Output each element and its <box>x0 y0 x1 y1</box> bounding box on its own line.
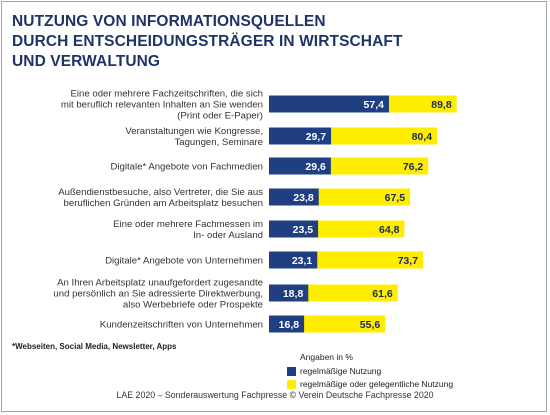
value-label-occasional: 67,5 <box>385 192 406 204</box>
category-label: also Werbebriefe oder Prospekte <box>123 300 263 311</box>
legend-title: Angaben in % <box>300 352 353 362</box>
value-label-regular: 23,8 <box>293 192 314 204</box>
bar-chart: Eine oder mehrere Fachzeitschriften, die… <box>53 88 457 333</box>
value-label-occasional: 64,8 <box>379 224 400 236</box>
category-label: Digitale* Angebote von Fachmedien <box>110 162 263 173</box>
legend-swatch-occasional <box>287 380 296 389</box>
legend-swatch-regular <box>287 367 296 376</box>
bar-regular <box>269 188 319 206</box>
value-label-regular: 57,4 <box>364 99 385 111</box>
value-label-occasional: 61,6 <box>372 288 393 300</box>
category-label: Tagungen, Seminare <box>174 137 263 148</box>
value-label-regular: 18,8 <box>283 288 304 300</box>
value-label-regular: 29,6 <box>305 161 326 173</box>
value-label-occasional: 76,2 <box>403 161 424 173</box>
category-label: An Ihren Arbeitsplatz unaufgefordert zug… <box>57 277 263 288</box>
category-label: Veranstaltungen wie Kongresse, <box>125 126 263 137</box>
title-line: UND VERWALTUNG <box>12 53 161 70</box>
value-label-occasional: 73,7 <box>398 255 419 267</box>
source-note: LAE 2020 – Sonderauswertung Fachpresse ©… <box>116 390 434 400</box>
bar-regular <box>269 284 309 302</box>
value-label-occasional: 80,4 <box>412 131 433 143</box>
bar-regular <box>269 315 305 333</box>
value-label-regular: 16,8 <box>279 319 300 331</box>
bar-regular <box>269 251 318 269</box>
bar-regular <box>269 127 332 145</box>
bar-regular <box>269 220 319 238</box>
category-label: Eine oder mehrere Fachmessen im <box>113 219 263 230</box>
category-label: mit beruflich relevanten Inhalten an Sie… <box>61 100 263 111</box>
category-label: Digitale* Angebote von Unternehmen <box>105 256 263 267</box>
category-label: beruflichen Gründen am Arbeitsplatz besu… <box>64 198 263 209</box>
category-label: Kundenzeitschriften von Unternehmen <box>100 320 263 331</box>
value-label-regular: 23,5 <box>293 224 314 236</box>
category-label: Außendienstbesuche, also Vertreter, die … <box>58 187 263 198</box>
bar-regular <box>269 157 331 175</box>
value-label-occasional: 89,8 <box>431 99 452 111</box>
category-label: Eine oder mehrere Fachzeitschriften, die… <box>71 88 264 99</box>
legend-label-occasional: regelmäßige oder gelegentliche Nutzung <box>300 379 454 389</box>
title-line: NUTZUNG VON INFORMATIONSQUELLEN <box>12 13 326 30</box>
value-label-regular: 23,1 <box>292 255 313 267</box>
title-line: DURCH ENTSCHEIDUNGSTRÄGER IN WIRTSCHAFT <box>12 33 403 50</box>
category-label: In- oder Ausland <box>193 230 263 241</box>
value-label-regular: 29,7 <box>306 131 327 143</box>
legend-label-regular: regelmäßige Nutzung <box>300 366 382 376</box>
footnote: *Webseiten, Social Media, Newsletter, Ap… <box>12 342 177 351</box>
value-label-occasional: 55,6 <box>360 319 381 331</box>
category-label: (Print oder E-Paper) <box>177 111 263 122</box>
bar-regular <box>269 95 389 113</box>
chart-title: NUTZUNG VON INFORMATIONSQUELLEN DURCH EN… <box>12 12 532 72</box>
category-label: und persönlich an Sie adressierte Direkt… <box>53 289 263 300</box>
